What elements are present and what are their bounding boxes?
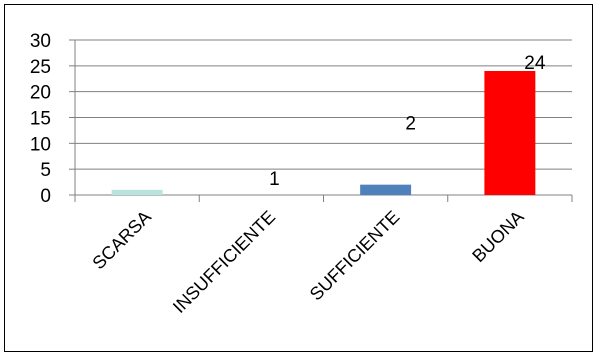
data-label: 24 [524, 53, 546, 74]
y-tick-label: 10 [30, 134, 51, 155]
data-label: 1 [269, 169, 280, 190]
bar-buona [484, 71, 536, 195]
y-tick-label: 30 [30, 31, 51, 52]
y-tick-label: 15 [30, 109, 51, 130]
x-category-label: BUONA [468, 207, 527, 266]
y-tick-label: 5 [40, 160, 51, 181]
bar-scarsa [111, 189, 163, 195]
x-category-label: SCARSA [88, 207, 154, 273]
y-tick-label: 25 [30, 57, 51, 78]
data-label: 2 [405, 114, 416, 135]
y-tick-label: 0 [40, 186, 51, 207]
x-category-label: SUFFICIENTE [306, 207, 404, 305]
bar-sufficiente [360, 184, 412, 195]
x-category-label: INSUFFICIENTE [169, 207, 279, 317]
y-tick-label: 20 [30, 83, 51, 104]
